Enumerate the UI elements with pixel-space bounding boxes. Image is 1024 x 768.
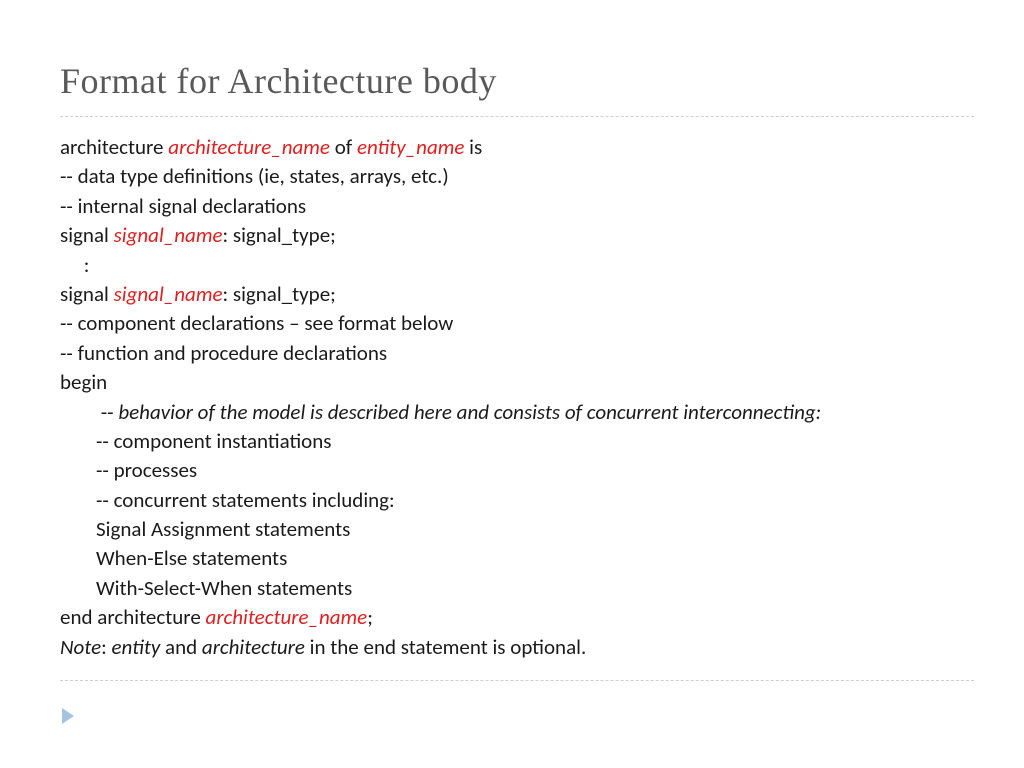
code-line: signal signal_name: signal_type; xyxy=(60,221,974,250)
text: : signal_type; xyxy=(222,281,335,307)
slide-content: architecture architecture_name of entity… xyxy=(60,133,974,662)
placeholder-architecture-name: architecture_name xyxy=(206,604,368,630)
placeholder-architecture-name: architecture_name xyxy=(168,134,330,160)
code-line: end architecture architecture_name; xyxy=(60,603,974,632)
code-line: : xyxy=(60,251,974,280)
code-line: -- component instantiations xyxy=(60,427,974,456)
text: in the end statement is optional. xyxy=(305,634,586,660)
next-arrow-icon xyxy=(62,708,74,724)
code-line: -- internal signal declarations xyxy=(60,192,974,221)
text: of xyxy=(330,134,357,160)
text: and xyxy=(160,634,202,660)
text: is xyxy=(464,134,482,160)
comment-italic: behavior of the model is described here … xyxy=(118,399,821,425)
code-line: With-Select-When statements xyxy=(60,574,974,603)
placeholder-signal-name: signal_name xyxy=(114,222,223,248)
placeholder-signal-name: signal_name xyxy=(114,281,223,307)
code-line: -- behavior of the model is described he… xyxy=(60,398,974,427)
code-line: begin xyxy=(60,368,974,397)
text: : signal_type; xyxy=(222,222,335,248)
text: -- xyxy=(96,399,118,425)
text: architecture xyxy=(60,134,168,160)
placeholder-entity-name: entity_name xyxy=(357,134,464,160)
code-line: -- processes xyxy=(60,456,974,485)
note-line: Note: entity and architecture in the end… xyxy=(60,633,974,662)
code-line: -- concurrent statements including: xyxy=(60,486,974,515)
divider-top xyxy=(60,116,974,117)
code-line: signal signal_name: signal_type; xyxy=(60,280,974,309)
text: signal xyxy=(60,222,114,248)
code-line: -- component declarations – see format b… xyxy=(60,309,974,338)
slide-title: Format for Architecture body xyxy=(60,60,974,102)
keyword-entity: entity xyxy=(112,634,161,660)
code-line: Signal Assignment statements xyxy=(60,515,974,544)
code-line: -- data type definitions (ie, states, ar… xyxy=(60,162,974,191)
code-line: architecture architecture_name of entity… xyxy=(60,133,974,162)
code-line: -- function and procedure declarations xyxy=(60,339,974,368)
slide: Format for Architecture body architectur… xyxy=(0,0,1024,721)
divider-bottom xyxy=(60,680,974,681)
text: : xyxy=(101,634,111,660)
text: end architecture xyxy=(60,604,206,630)
keyword-architecture: architecture xyxy=(202,634,305,660)
text: signal xyxy=(60,281,114,307)
note-label: Note xyxy=(60,634,101,660)
text: ; xyxy=(367,604,373,630)
code-line: When-Else statements xyxy=(60,544,974,573)
